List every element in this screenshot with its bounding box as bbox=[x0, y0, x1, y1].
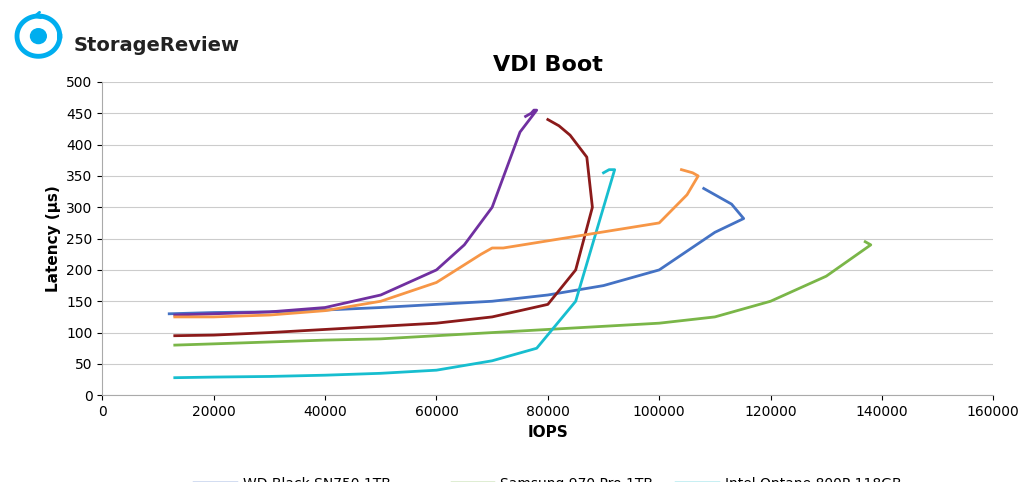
Title: VDI Boot: VDI Boot bbox=[493, 55, 603, 75]
Y-axis label: Latency (μs): Latency (μs) bbox=[46, 185, 60, 292]
X-axis label: IOPS: IOPS bbox=[527, 425, 568, 440]
Legend: WD Black SN750 1TB, Samsung 970 EVO Plus 1TB, Samsung 970 Pro 1TB, Samsung 970 E: WD Black SN750 1TB, Samsung 970 EVO Plus… bbox=[188, 471, 907, 482]
Circle shape bbox=[31, 29, 46, 43]
Text: StorageReview: StorageReview bbox=[74, 36, 240, 55]
